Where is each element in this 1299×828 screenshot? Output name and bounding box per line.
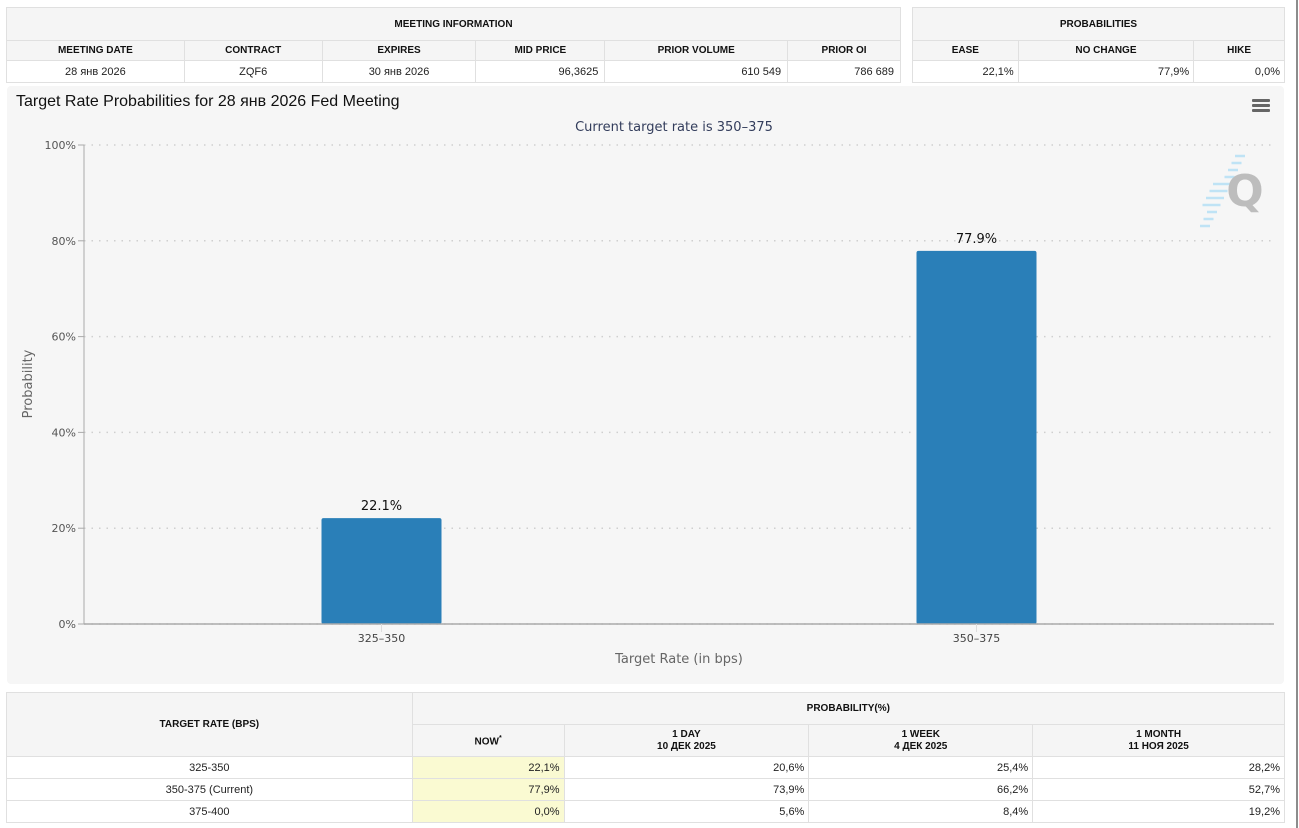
col-1-day-label: 1 DAY: [672, 728, 701, 740]
meeting-date-value: 28 янв 2026: [6, 60, 185, 83]
col-contract: CONTRACT: [183, 40, 323, 61]
expires-value: 30 янв 2026: [321, 60, 477, 83]
col-1-week-date: 4 ДЕК 2025: [894, 740, 948, 752]
q-logo-letter: Q: [1226, 166, 1263, 217]
prior-volume-value: 610 549: [604, 60, 789, 83]
col-ease: EASE: [912, 40, 1019, 61]
col-prior-volume: PRIOR VOLUME: [604, 40, 789, 61]
prior-oi-value: 786 689: [787, 60, 901, 83]
y-tick-label: 80%: [52, 235, 76, 248]
chart-subtitle: Current target rate is 350–375: [575, 120, 773, 135]
table-row: 325-350 22,1% 20,6% 25,4% 28,2%: [6, 756, 1285, 779]
probabilities-row: 22,1% 77,9% 0,0%: [912, 60, 1285, 83]
col-1-month-date: 11 НОЯ 2025: [1128, 740, 1189, 752]
1-month-value: 19,2%: [1032, 800, 1285, 823]
table-row: 375-400 0,0% 5,6% 8,4% 19,2%: [6, 800, 1285, 823]
col-now-marker: *: [498, 734, 502, 742]
1-month-value: 28,2%: [1032, 756, 1285, 779]
1-day-value: 5,6%: [563, 800, 810, 823]
col-now: NOW*: [411, 724, 565, 757]
axes: 0% 20% 40% 60% 80% 100% 325–350 350–375: [45, 139, 1274, 645]
col-prior-oi: PRIOR OI: [787, 40, 901, 61]
col-hike: HIKE: [1193, 40, 1285, 61]
data-label: 22.1%: [361, 499, 402, 514]
1-day-value: 20,6%: [563, 756, 810, 779]
1-day-value: 73,9%: [563, 778, 810, 801]
1-week-value: 66,2%: [808, 778, 1034, 801]
no-change-value: 77,9%: [1017, 60, 1195, 83]
meeting-information-header: MEETING INFORMATION: [6, 7, 901, 41]
grid-lines: [84, 144, 1274, 625]
data-label: 77.9%: [956, 232, 997, 247]
window-edge: [1296, 0, 1298, 828]
meeting-information-table: MEETING INFORMATION MEETING DATE CONTRAC…: [6, 7, 901, 83]
col-1-day: 1 DAY 10 ДЕК 2025: [563, 724, 810, 757]
1-week-value: 25,4%: [808, 756, 1034, 779]
col-1-week-label: 1 WEEK: [901, 728, 940, 740]
table-row: 350-375 (Current) 77,9% 73,9% 66,2% 52,7…: [6, 778, 1285, 801]
y-tick-label: 0%: [59, 618, 76, 631]
hamburger-menu-icon[interactable]: [1252, 99, 1270, 113]
bars: 22.1% 77.9%: [321, 232, 1037, 624]
probabilities-table: PROBABILITIES EASE NO CHANGE HIKE 22,1% …: [912, 7, 1285, 83]
col-expires: EXPIRES: [321, 40, 477, 61]
now-value: 22,1%: [411, 756, 565, 779]
bar-chart: Q 22.1% 77.9% 0% 20% 40% 60% 80% 100% 325–350 35…: [21, 120, 1274, 667]
now-value: 77,9%: [411, 778, 565, 801]
col-meeting-date: MEETING DATE: [6, 40, 185, 61]
bar: [321, 518, 442, 624]
rate-label: 350-375 (Current): [6, 778, 413, 801]
target-rate-table: TARGET RATE (BPS) PROBABILITY(%) NOW* 1 …: [6, 692, 1286, 823]
x-tick-label: 325–350: [358, 632, 406, 645]
1-week-value: 8,4%: [808, 800, 1034, 823]
probability-header: PROBABILITY(%): [411, 692, 1286, 725]
now-value: 0,0%: [411, 800, 565, 823]
col-1-month: 1 MONTH 11 НОЯ 2025: [1032, 724, 1285, 757]
col-target-rate: TARGET RATE (BPS): [6, 692, 413, 757]
col-now-label: NOW: [474, 736, 499, 748]
col-mid-price: MID PRICE: [475, 40, 606, 61]
contract-value: ZQF6: [183, 60, 323, 83]
y-tick-label: 100%: [45, 139, 76, 152]
chart-title: Target Rate Probabilities for 28 янв 202…: [16, 93, 400, 110]
y-tick-label: 60%: [52, 331, 76, 344]
x-tick-label: 350–375: [953, 632, 1001, 645]
q-logo-icon: Q: [1200, 154, 1264, 228]
col-1-week: 1 WEEK 4 ДЕК 2025: [808, 724, 1034, 757]
chart-panel: Q 22.1% 77.9% 0% 20% 40% 60% 80% 100% 325–350 35…: [7, 86, 1284, 684]
x-axis-label: Target Rate (in bps): [614, 652, 743, 667]
rate-label: 375-400: [6, 800, 413, 823]
y-axis-label: Probability: [21, 349, 36, 418]
probabilities-header: PROBABILITIES: [912, 7, 1285, 41]
mid-price-value: 96,3625: [475, 60, 606, 83]
col-1-month-label: 1 MONTH: [1136, 728, 1182, 740]
meeting-row: 28 янв 2026 ZQF6 30 янв 2026 96,3625 610…: [6, 60, 901, 83]
col-1-day-date: 10 ДЕК 2025: [657, 740, 716, 752]
ease-value: 22,1%: [912, 60, 1019, 83]
bar: [916, 250, 1037, 624]
rate-label: 325-350: [6, 756, 413, 779]
y-tick-label: 20%: [52, 522, 76, 535]
1-month-value: 52,7%: [1032, 778, 1285, 801]
col-no-change: NO CHANGE: [1017, 40, 1195, 61]
y-tick-label: 40%: [52, 426, 76, 439]
hike-value: 0,0%: [1193, 60, 1285, 83]
